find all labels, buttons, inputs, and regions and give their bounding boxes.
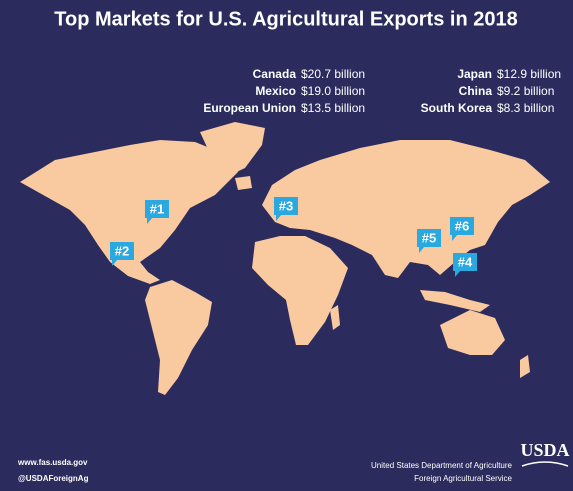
- pin-pointer: [276, 214, 282, 221]
- pin-pointer: [419, 246, 425, 253]
- pin-label: #1: [150, 201, 164, 216]
- pin-box: [417, 229, 441, 247]
- pin-label: #4: [458, 254, 473, 269]
- market-value: $12.9 billion: [497, 67, 561, 81]
- market-value: $13.5 billion: [301, 101, 365, 115]
- agency-name: United States Department of Agriculture: [371, 461, 513, 470]
- social-handle: @USDAForeignAg: [18, 474, 89, 483]
- pin-box: [453, 253, 477, 271]
- market-value: $8.3 billion: [497, 101, 554, 115]
- market-name: European Union: [203, 101, 296, 115]
- pin-pointer: [112, 259, 118, 266]
- service-name: Foreign Agricultural Service: [414, 474, 512, 483]
- pin-box: [110, 242, 134, 260]
- pin-label: #5: [422, 230, 436, 245]
- market-value: $19.0 billion: [301, 84, 365, 98]
- title: Top Markets for U.S. Agricultural Export…: [54, 8, 517, 30]
- pins: #1 #2 #3 #4 #5 #6: [110, 197, 477, 277]
- pin-label: #6: [455, 218, 469, 233]
- pin-label: #2: [115, 243, 129, 258]
- market-value: $9.2 billion: [497, 84, 554, 98]
- market-name: China: [459, 84, 493, 98]
- logo-swoosh: [521, 461, 569, 467]
- world-map: [20, 122, 550, 395]
- pin-box: [450, 217, 474, 235]
- pin-pointer: [455, 270, 461, 277]
- pin-label: #3: [279, 198, 293, 213]
- market-name: Mexico: [255, 84, 296, 98]
- market-name: Canada: [253, 67, 297, 81]
- market-name: Japan: [457, 67, 492, 81]
- pin-box: [145, 200, 169, 218]
- market-name: South Korea: [421, 101, 493, 115]
- pin-pointer: [147, 217, 153, 224]
- pin-box: [274, 197, 298, 215]
- website: www.fas.usda.gov: [17, 458, 88, 467]
- pin-pointer: [452, 234, 458, 241]
- market-value: $20.7 billion: [301, 67, 365, 81]
- usda-logo: USDA: [520, 440, 569, 460]
